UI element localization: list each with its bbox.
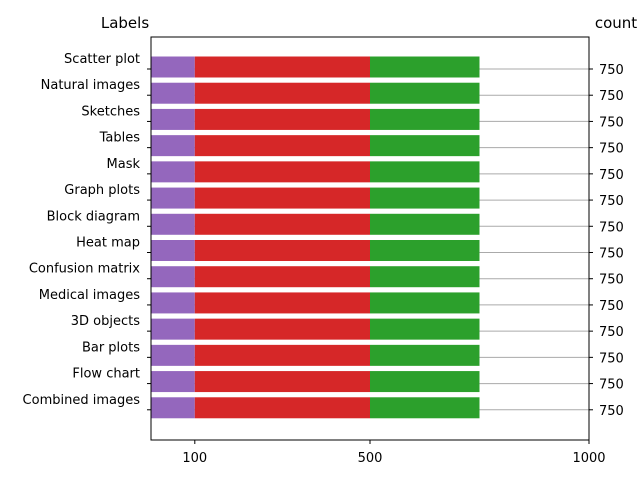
count-label: 750	[599, 299, 624, 314]
bar-segment-3	[370, 187, 480, 209]
count-label: 750	[599, 378, 624, 393]
bar-segment-3	[370, 213, 480, 235]
bar-segment-3	[370, 318, 480, 340]
count-labels: 750 750 750 750 750 750 750 750 750 750 750 750 750 7…	[589, 63, 624, 419]
category-label: Natural images	[41, 78, 141, 93]
bar-segment-1	[151, 318, 195, 340]
category-labels: Scatter plot Natural images Sketches Tables…	[23, 52, 151, 411]
bar-segment-2	[194, 292, 370, 314]
bar-segment-1	[151, 344, 195, 366]
category-label: Combined images	[23, 393, 141, 408]
bar-segment-2	[194, 135, 370, 157]
bar-segment-1	[151, 397, 195, 419]
count-label: 750	[599, 247, 624, 262]
bar-segment-1	[151, 161, 195, 183]
bar-segment-2	[194, 213, 370, 235]
count-label: 750	[599, 404, 624, 419]
bar-segment-3	[370, 56, 480, 78]
count-label: 750	[599, 63, 624, 78]
count-label: 750	[599, 89, 624, 104]
category-label: Block diagram	[47, 209, 140, 224]
bar-segment-1	[151, 135, 195, 157]
count-header: count	[595, 14, 637, 32]
bar-segment-3	[370, 161, 480, 183]
category-label: Medical images	[39, 288, 140, 303]
bar-segment-2	[194, 82, 370, 104]
count-label: 750	[599, 351, 624, 366]
bar-segment-1	[151, 187, 195, 209]
category-label: Heat map	[76, 236, 140, 251]
category-label: Confusion matrix	[29, 262, 140, 277]
bar-segment-3	[370, 266, 480, 288]
x-tick-label: 1000	[572, 451, 605, 466]
category-label: 3D objects	[71, 314, 140, 329]
bar-segment-2	[194, 161, 370, 183]
category-label: Flow chart	[72, 367, 140, 382]
count-label: 750	[599, 194, 624, 209]
bar-segment-2	[194, 344, 370, 366]
bar-segment-1	[151, 266, 195, 288]
bar-segment-1	[151, 82, 195, 104]
bar-segment-3	[370, 240, 480, 261]
bar-segment-2	[194, 371, 370, 393]
bar-segment-1	[151, 371, 195, 393]
bar-segment-3	[370, 371, 480, 393]
bar-segment-3	[370, 135, 480, 157]
bar-segment-3	[370, 344, 480, 366]
bar-segment-3	[370, 108, 480, 130]
category-label: Sketches	[81, 104, 140, 119]
count-label: 750	[599, 325, 624, 340]
category-label: Scatter plot	[64, 52, 140, 67]
x-tick-label: 500	[358, 451, 383, 466]
x-tick-label: 100	[182, 451, 207, 466]
bar-segment-2	[194, 240, 370, 261]
bar-segment-2	[194, 108, 370, 130]
bar-segment-1	[151, 213, 195, 235]
bar-segment-2	[194, 56, 370, 78]
category-label: Bar plots	[82, 340, 140, 355]
labels-header: Labels	[101, 14, 149, 32]
count-label: 750	[599, 273, 624, 288]
x-axis: 100 500 1000	[182, 440, 606, 466]
bar-segment-1	[151, 240, 195, 261]
category-label: Graph plots	[64, 183, 140, 198]
bar-segment-2	[194, 318, 370, 340]
count-label: 750	[599, 220, 624, 235]
bar-segment-1	[151, 292, 195, 314]
count-label: 750	[599, 168, 624, 183]
bar-segment-2	[194, 397, 370, 419]
bars	[151, 56, 480, 419]
bar-segment-3	[370, 82, 480, 104]
bar-segment-1	[151, 108, 195, 130]
bar-segment-3	[370, 397, 480, 419]
count-label: 750	[599, 115, 624, 130]
bar-segment-3	[370, 292, 480, 314]
bar-segment-2	[194, 266, 370, 288]
bar-segment-1	[151, 56, 195, 78]
count-label: 750	[599, 142, 624, 157]
category-label: Tables	[99, 131, 141, 146]
category-label: Mask	[107, 157, 141, 172]
bar-segment-2	[194, 187, 370, 209]
